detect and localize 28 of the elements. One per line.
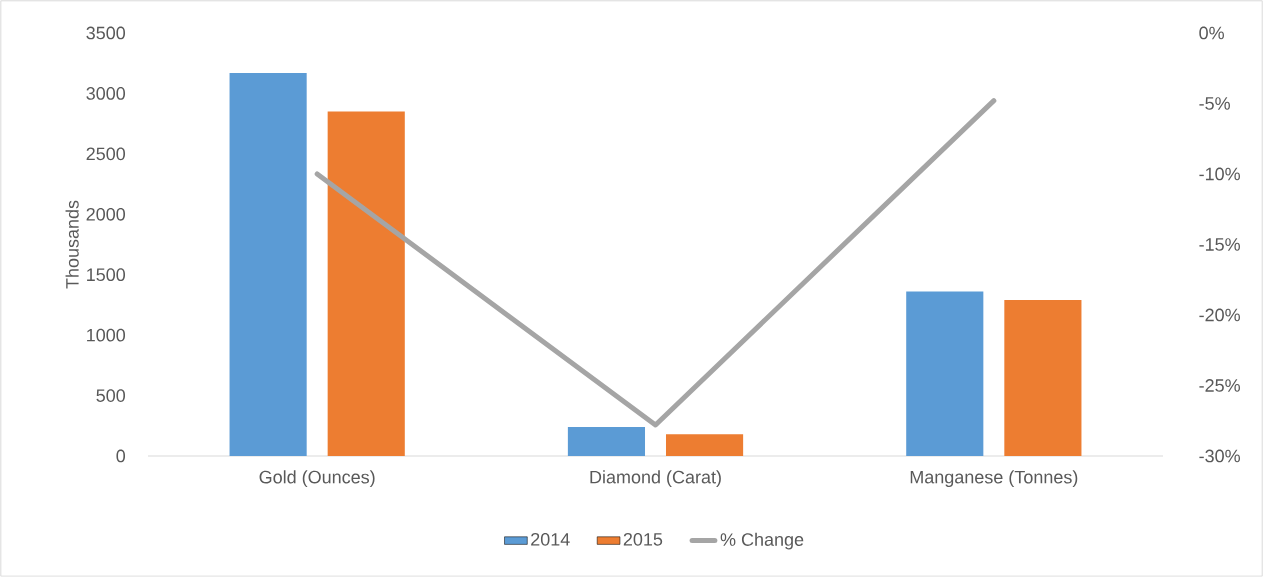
y-tick-label: 0 — [116, 449, 126, 463]
bar — [229, 72, 307, 456]
y2-tick-label: -20% — [1199, 308, 1240, 322]
y2-tick-label: -10% — [1199, 167, 1240, 181]
y-tick-label: 3500 — [86, 26, 126, 40]
y-tick-label: 1000 — [87, 328, 126, 342]
y-tick-label: 500 — [96, 389, 126, 402]
bar — [567, 426, 646, 456]
y-tick-label: 1500 — [87, 268, 126, 282]
y2-tick-label: 0% — [1199, 26, 1224, 40]
y-tick-label: 2000 — [86, 207, 126, 221]
y-tick-label: 2500 — [86, 147, 126, 161]
legend-label: % Change — [720, 532, 804, 550]
bar — [906, 291, 984, 456]
bar — [1004, 300, 1082, 456]
y2-tick-label: -5% — [1199, 97, 1230, 110]
y2-tick-label: -25% — [1199, 379, 1240, 392]
x-tick-label: Diamond (Carat) — [590, 470, 721, 488]
bar — [665, 434, 744, 456]
bar — [327, 111, 405, 456]
legend-label: 2014 — [531, 532, 570, 546]
y2-tick-label: -15% — [1199, 238, 1240, 251]
legend-label: 2015 — [623, 532, 663, 546]
y2-tick-label: -30% — [1199, 449, 1240, 463]
x-tick-label: Manganese (Tonnes) — [910, 470, 1078, 488]
y-tick-label: 3000 — [86, 87, 126, 100]
y-axis-title: Thousands — [65, 200, 79, 289]
x-tick-label: Gold (Ounces) — [259, 470, 375, 488]
